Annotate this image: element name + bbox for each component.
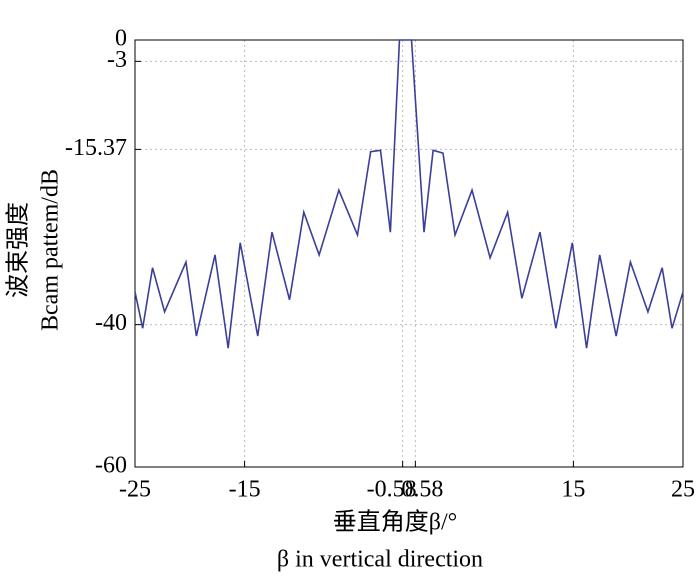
x-tick-label: 15 [561,477,585,503]
x-axis-label: β in vertical direction [277,547,483,573]
x-tick-label: -15 [229,477,261,503]
y-tick-label: 0 [115,26,127,52]
x-tick-label: 25 [671,477,695,503]
x-tick-label: -0.58 [367,477,417,503]
x-tick-label: 0.58 [401,477,443,503]
x-axis-label: 垂直角度β/° [333,509,457,536]
y-axis-label: 波束强度 [5,202,32,298]
y-axis-label: Bcam pattem/dB [38,169,64,331]
plot-frame [134,39,684,468]
x-tick-label: -25 [119,477,151,503]
y-tick-label: -40 [95,310,127,336]
y-tick-label: -3 [107,47,127,73]
y-tick-label: -15.37 [65,135,127,161]
data-line [134,39,684,349]
y-tick-label: -60 [95,453,127,479]
